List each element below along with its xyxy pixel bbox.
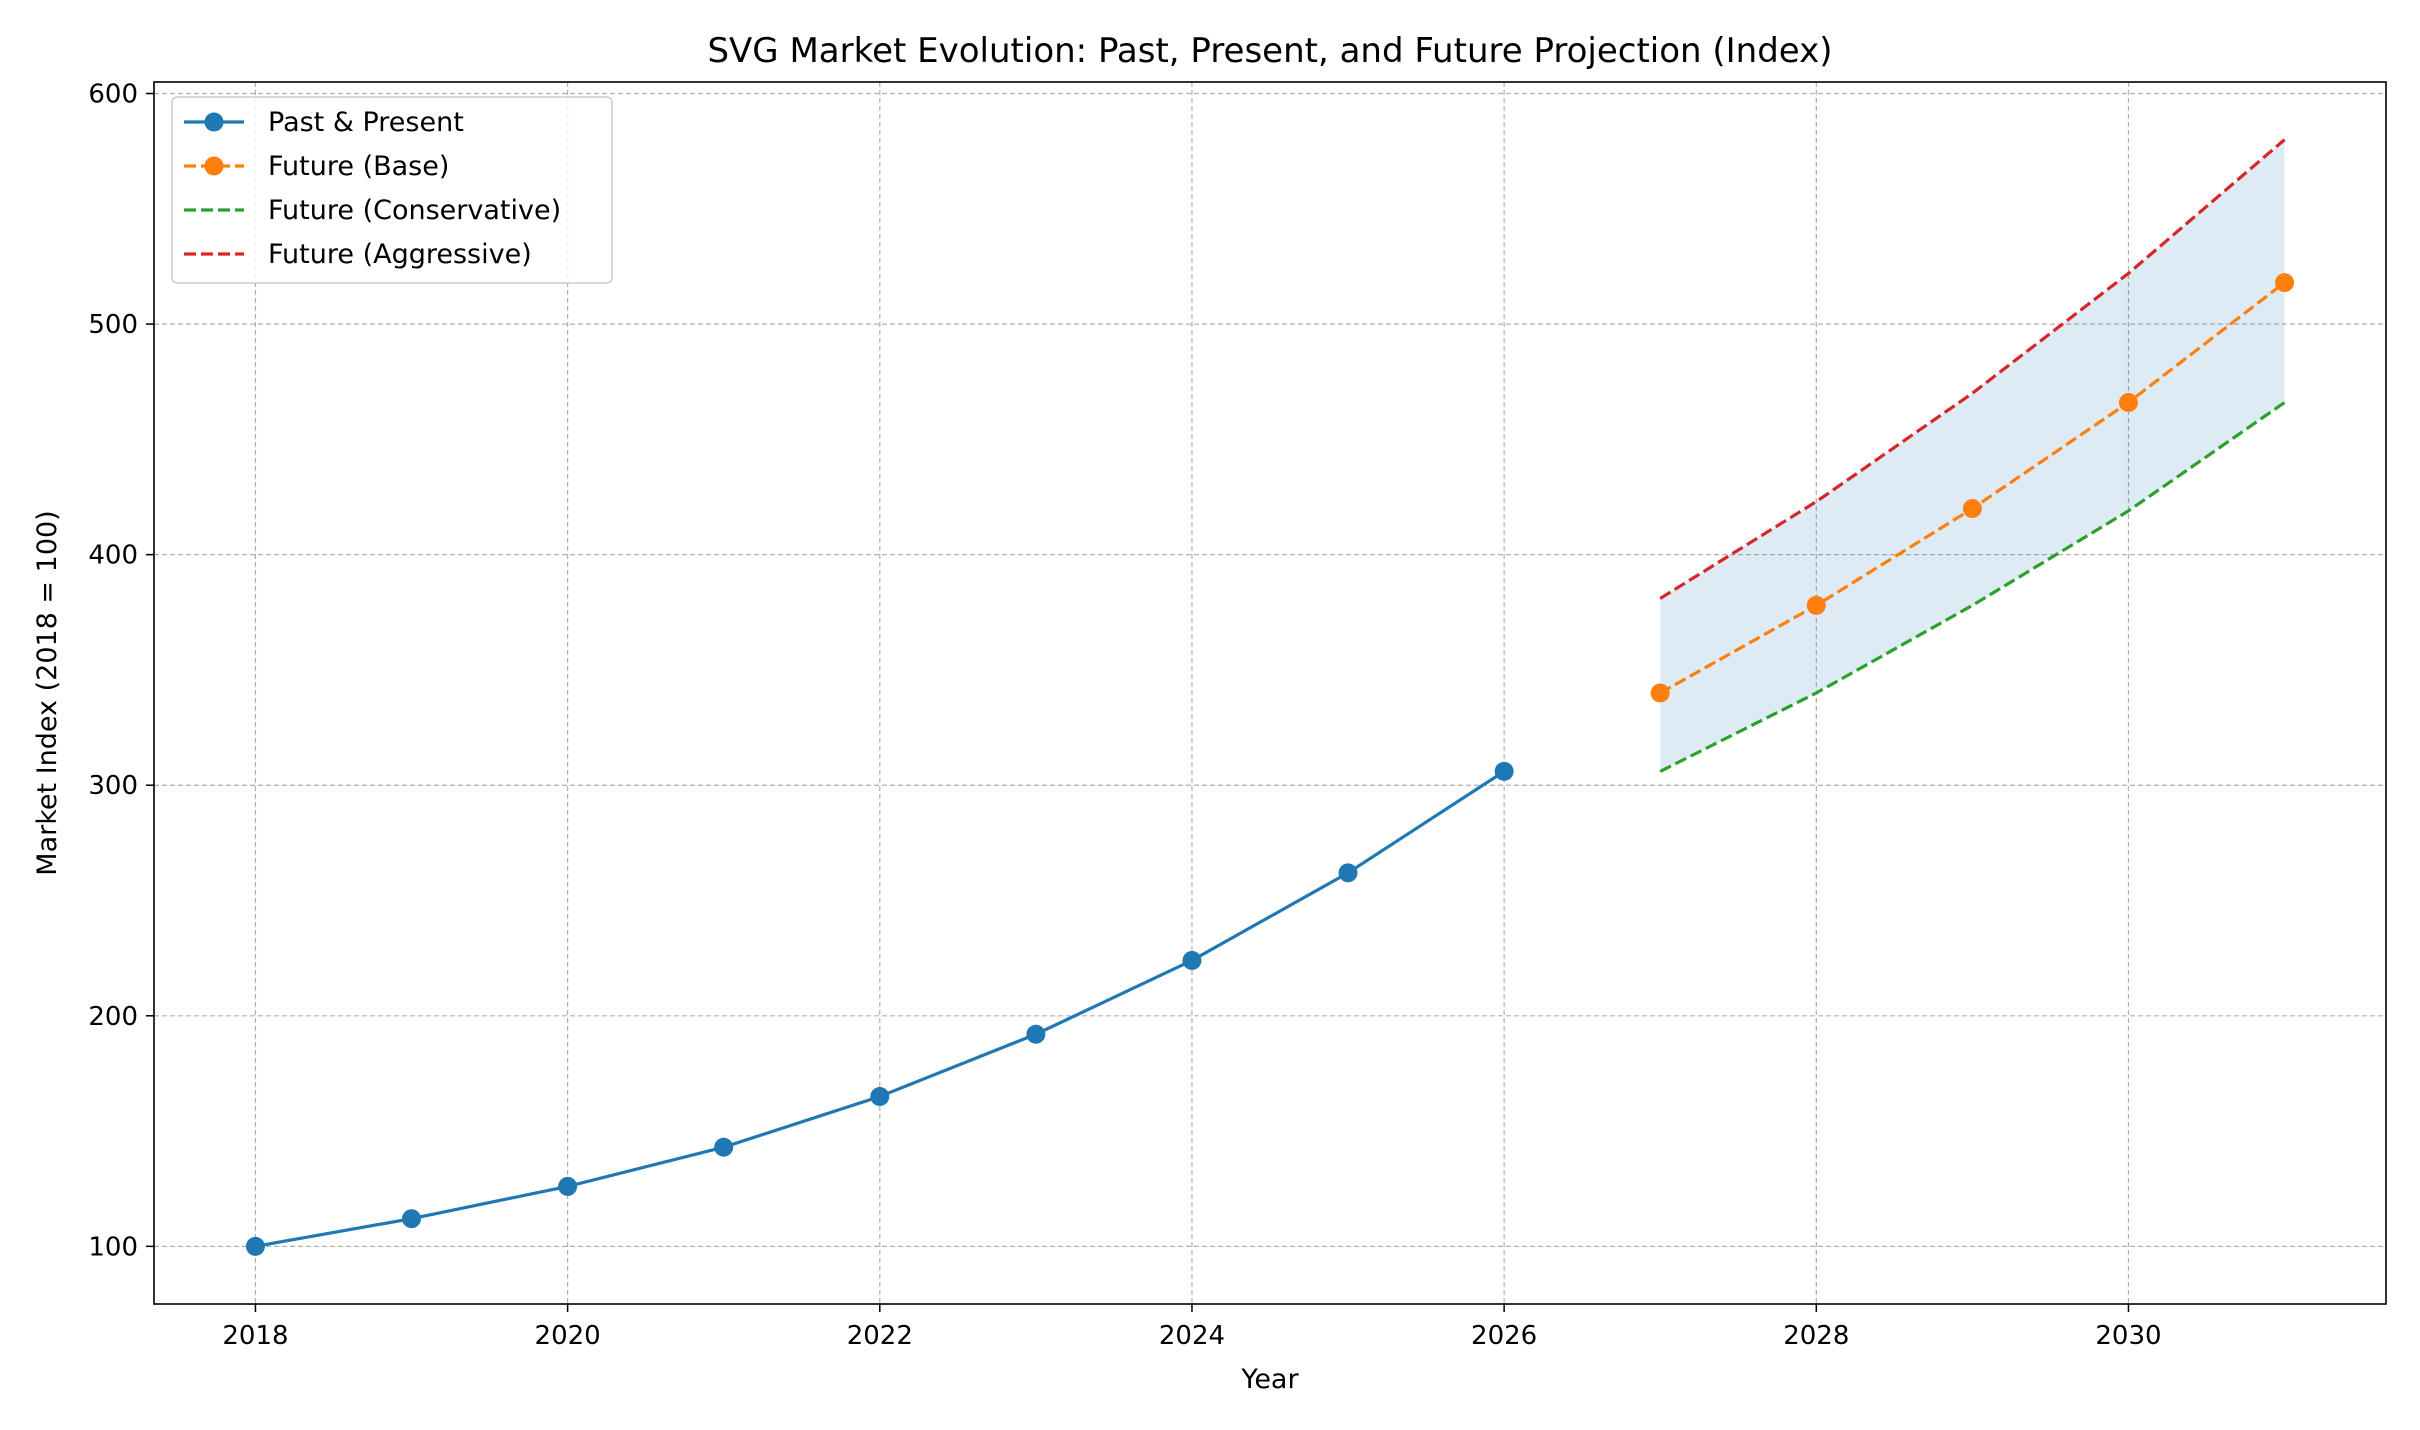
series-line	[1659, 401, 2286, 773]
legend-label: Future (Base)	[268, 151, 449, 182]
projection-band-area	[1660, 139, 2285, 772]
y-axis-label: Market Index (2018 = 100)	[32, 510, 63, 875]
x-tick-label: 2018	[222, 1321, 288, 1351]
axis-ticks: 2018 2020 2022 2024 2026 2028 2030 100 200 300 400…	[88, 80, 2161, 1351]
y-tick-label: 500	[88, 310, 138, 340]
legend-box	[171, 96, 613, 284]
series-line	[1659, 138, 2286, 600]
y-tick-label: 100	[88, 1232, 138, 1262]
data-point	[870, 1086, 890, 1106]
data-point	[1494, 761, 1514, 781]
x-tick-label: 2028	[1783, 1321, 1849, 1351]
legend-marker	[204, 112, 224, 132]
data-point	[1650, 683, 1670, 703]
plot-frame	[153, 81, 2387, 1305]
x-tick-label: 2026	[1471, 1321, 1537, 1351]
x-tick-label: 2020	[535, 1321, 601, 1351]
series-group	[245, 138, 2295, 1256]
data-point	[1806, 595, 1826, 615]
x-axis-label: Year	[1240, 1364, 1299, 1395]
data-point	[2118, 392, 2138, 412]
legend: Past & Present Future (Base) Future (Conse…	[171, 96, 613, 284]
y-tick-label: 600	[88, 80, 138, 110]
legend-label: Future (Conservative)	[268, 195, 561, 226]
data-point	[1026, 1024, 1046, 1044]
data-point	[1338, 863, 1358, 883]
projection-band	[1660, 139, 2285, 772]
y-tick-label: 300	[88, 771, 138, 801]
x-tick-label: 2024	[1159, 1321, 1225, 1351]
x-tick-label: 2022	[847, 1321, 913, 1351]
chart-title: SVG Market Evolution: Past, Present, and…	[707, 31, 1832, 71]
legend-marker	[204, 156, 224, 176]
data-point	[2275, 273, 2295, 293]
data-point	[714, 1137, 734, 1157]
legend-label: Future (Aggressive)	[268, 239, 532, 270]
y-tick-label: 200	[88, 1002, 138, 1032]
data-point	[558, 1176, 578, 1196]
data-point	[402, 1209, 422, 1229]
data-point	[245, 1236, 265, 1256]
data-point	[1182, 950, 1202, 970]
legend-label: Past & Present	[268, 107, 464, 138]
y-tick-label: 400	[88, 541, 138, 571]
x-tick-label: 2030	[2095, 1321, 2161, 1351]
data-point	[1962, 499, 1982, 519]
